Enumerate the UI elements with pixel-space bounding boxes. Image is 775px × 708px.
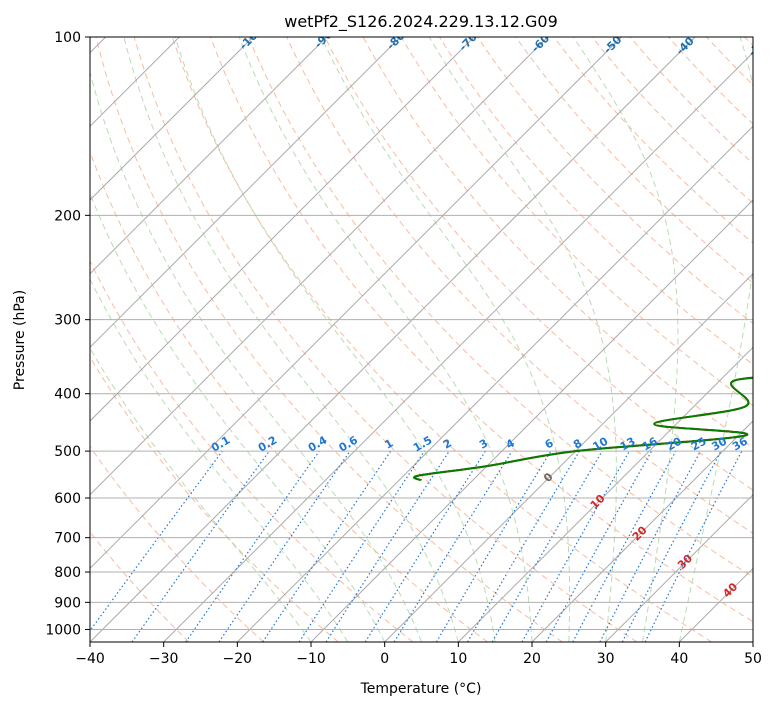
isotherm-line <box>531 420 753 642</box>
isotherm-line <box>90 37 254 201</box>
dry-adiabat-line <box>133 37 638 642</box>
isotherm-line <box>384 272 753 642</box>
x-tick-label: −40 <box>75 651 105 667</box>
mixing-ratio-line <box>298 450 425 642</box>
isotherm-line <box>163 51 753 642</box>
isotherm-line <box>605 493 753 642</box>
dry-adiabat-line <box>95 37 563 642</box>
y-tick-label: 300 <box>54 313 81 329</box>
moist-adiabat-line <box>428 37 617 642</box>
y-tick-label: 1000 <box>45 622 81 638</box>
x-tick-label: 50 <box>744 651 762 667</box>
mixing-ratio-line <box>644 450 743 642</box>
x-tick-label: 20 <box>523 651 541 667</box>
y-axis: 100 200 300 400 500 600 700 800 900 1000 <box>45 30 90 638</box>
mixing-ratio-line <box>218 450 351 642</box>
dry-adiabat-line <box>171 37 712 642</box>
chart-title: wetPf2_S126.2024.229.13.12.G09 <box>284 12 558 32</box>
moist-adiabat-line <box>572 37 679 642</box>
dry-adiabat-line <box>438 37 753 366</box>
pressure-gridlines <box>90 37 753 630</box>
dry-adiabat-line <box>209 37 753 623</box>
isotherm-line <box>90 37 328 275</box>
background-lines <box>90 37 753 642</box>
x-tick-label: 30 <box>597 651 615 667</box>
y-tick-label: 800 <box>54 565 81 581</box>
isotherm-line <box>310 199 753 642</box>
x-tick-label: −20 <box>223 651 253 667</box>
isotherm-label: -30 <box>746 36 769 59</box>
moist-adiabat-line <box>174 37 496 642</box>
dry-adiabat-line <box>324 37 753 491</box>
y-tick-label: 500 <box>54 444 81 460</box>
mixing-ratio-line <box>131 450 270 642</box>
x-axis-title: Temperature (°C) <box>360 681 482 697</box>
dry-adiabat-line <box>400 37 753 407</box>
dewpoint-profile-line <box>413 376 753 482</box>
moist-adiabat-line <box>123 37 459 642</box>
x-tick-label: 10 <box>449 651 467 667</box>
mixing-ratio-line <box>521 450 631 642</box>
plot-frame <box>89 36 754 643</box>
y-tick-label: 600 <box>54 491 81 507</box>
moist-adiabat-line <box>320 37 571 642</box>
y-tick-label: 400 <box>54 387 81 403</box>
isotherm-line <box>236 125 753 642</box>
mixing-ratio-line <box>185 450 320 642</box>
isotherm-line <box>90 37 401 349</box>
isotherm-line <box>90 37 549 496</box>
dry-adiabat-line <box>90 150 488 642</box>
dry-adiabat-line <box>286 37 753 534</box>
moist-adiabat-line <box>678 37 753 642</box>
dry-adiabat-line <box>248 37 753 578</box>
moist-adiabat-line <box>90 278 349 642</box>
mixing-ratio-line <box>262 450 392 642</box>
dry-adiabat-line <box>362 37 753 449</box>
isotherm-line <box>457 346 753 642</box>
moist-adiabat-line <box>238 37 533 642</box>
y-tick-label: 900 <box>54 595 81 611</box>
x-tick-label: 0 <box>380 651 389 667</box>
mixing-ratio-line <box>393 450 513 642</box>
y-axis-title: Pressure (hPa) <box>12 290 28 390</box>
isotherm-line <box>90 37 696 642</box>
mixing-ratio-line <box>545 450 653 642</box>
y-tick-label: 700 <box>54 531 81 547</box>
isotherm-line <box>90 37 475 422</box>
dry-adiabat-line <box>90 356 339 642</box>
y-tick-label: 100 <box>54 30 81 46</box>
x-tick-label: −30 <box>149 651 179 667</box>
moist-adiabat-line <box>90 192 386 642</box>
moist-adiabat-line <box>90 70 422 642</box>
mixing-ratio-line <box>90 450 223 632</box>
isotherm-line <box>90 37 622 570</box>
x-axis: −40 −30 −20 −10 0 10 20 30 40 50 <box>75 642 762 667</box>
mixing-ratio-line <box>572 450 677 642</box>
x-tick-label: −10 <box>296 651 326 667</box>
sounding-profiles <box>413 376 753 482</box>
dry-adiabat-line <box>90 445 264 642</box>
y-tick-label: 200 <box>54 208 81 224</box>
mixing-ratio-line <box>325 450 450 642</box>
moist-adiabat-line <box>90 347 312 642</box>
x-tick-label: 40 <box>670 651 688 667</box>
